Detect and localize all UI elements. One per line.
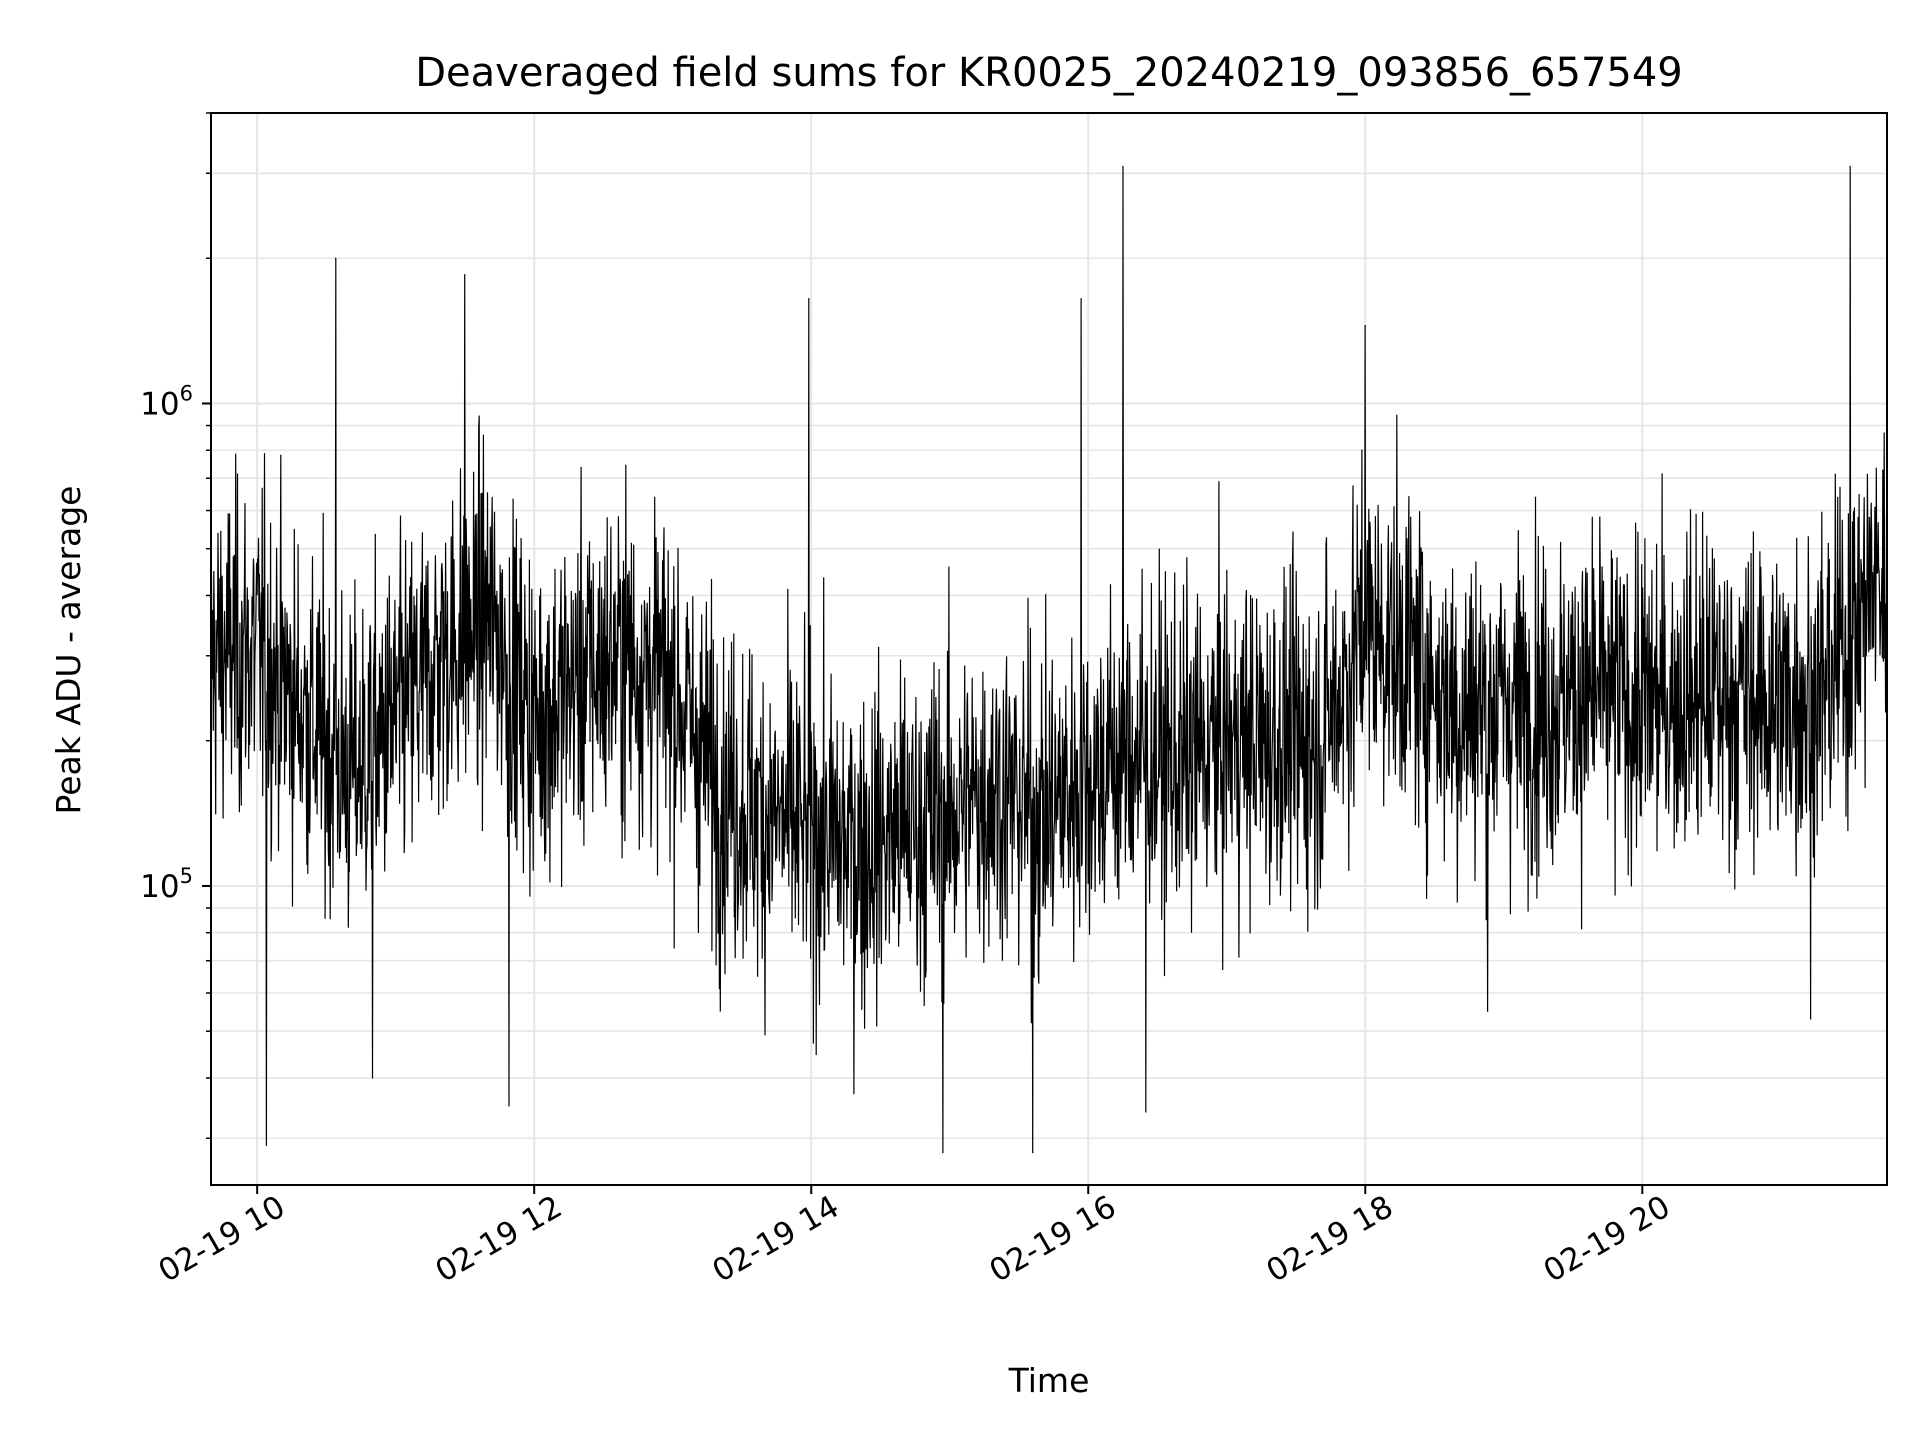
series-line — [211, 166, 1887, 1153]
peak-point — [371, 1077, 374, 1079]
peak-point — [265, 1144, 268, 1146]
peak-point — [1145, 1111, 1147, 1113]
x-tick-label: 02-19 12 — [429, 1189, 568, 1290]
peak-point — [1122, 165, 1124, 168]
peak-point — [1364, 325, 1366, 327]
x-tick-label: 02-19 10 — [152, 1189, 291, 1290]
peak-point — [1080, 297, 1082, 300]
peak-point — [1032, 1152, 1034, 1154]
peak-point — [335, 257, 337, 259]
series-layer — [211, 165, 1887, 1154]
peak-point — [464, 273, 466, 276]
peak-point — [1849, 165, 1851, 168]
x-tick-label: 02-19 14 — [707, 1189, 846, 1290]
x-tick-label: 02-19 16 — [984, 1189, 1123, 1290]
x-tick-label: 02-19 20 — [1538, 1189, 1677, 1290]
peak-point — [942, 1152, 944, 1154]
peak-point — [1487, 1010, 1489, 1012]
peak-point — [808, 297, 810, 300]
y-tick-label: 106 — [140, 381, 193, 422]
y-axis-label: Peak ADU - average — [49, 486, 88, 815]
x-axis-label: Time — [1008, 1361, 1090, 1400]
y-tick-label: 105 — [140, 864, 193, 905]
chart-title: Deaveraged field sums for KR0025_2024021… — [415, 50, 1683, 96]
x-tick-label: 02-19 18 — [1261, 1189, 1400, 1290]
peak-point — [1810, 1018, 1812, 1020]
peak-point — [508, 1105, 510, 1107]
plot-frame — [210, 112, 1888, 1186]
